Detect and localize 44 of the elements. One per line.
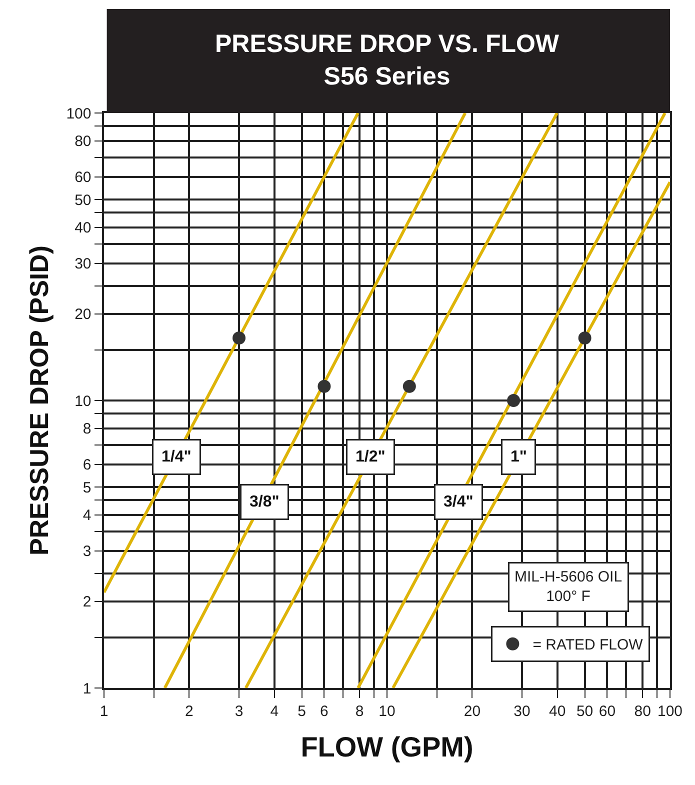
x-tick-label: 1: [100, 702, 108, 720]
x-tick-label: 20: [464, 702, 481, 720]
x-tick-label: 40: [549, 702, 566, 720]
chart-title: PRESSURE DROP VS. FLOW: [215, 30, 560, 58]
y-tick-label: 40: [74, 220, 92, 237]
x-tick-label: 4: [270, 702, 279, 720]
y-axis-title: PRESSURE DROP (PSID): [24, 245, 54, 556]
x-tick-label: 3: [234, 702, 244, 720]
y-tick-label: 80: [74, 133, 92, 150]
annotation: MIL-H-5606 OIL 100° F: [514, 568, 622, 605]
legend-label: = RATED FLOW: [532, 636, 644, 654]
point: [318, 380, 331, 393]
x-axis-title: FLOW (GPM): [300, 731, 474, 762]
y-tick-label: 8: [82, 420, 92, 438]
annotation: 1/4": [162, 448, 192, 466]
y-tick-label: 100: [66, 105, 92, 122]
x-tick-label: 8: [355, 702, 364, 720]
point: [232, 331, 246, 344]
y-tick-label: 2: [82, 594, 92, 611]
x-tick-label: 30: [514, 702, 530, 720]
y-tick-label: 20: [74, 306, 92, 324]
y-tick-label: 5: [82, 479, 92, 496]
y-tick-label: 4: [82, 507, 92, 524]
y-tick-label: 6: [82, 456, 92, 474]
chart-subtitle: S56 Series: [324, 62, 450, 90]
y-tick-label: 60: [74, 169, 92, 186]
point: [578, 331, 592, 344]
x-tick-label: 50: [576, 702, 594, 720]
y-tick-label: 1: [82, 680, 92, 698]
y-tick-label: 3: [82, 543, 92, 560]
annotation: 3/4": [444, 494, 474, 510]
x-tick-label: 60: [598, 702, 616, 720]
x-tick-label: 10: [378, 702, 396, 720]
annotation: 1/2": [356, 448, 386, 466]
y-tick-label: 30: [74, 256, 92, 273]
y-tick-label: 50: [74, 192, 92, 209]
y-tick-label: 10: [74, 392, 92, 410]
x-tick-label: 2: [185, 702, 194, 720]
x-tick-label: 5: [298, 702, 306, 720]
x-tick-label: 6: [320, 702, 328, 720]
annotation: 3/8": [250, 494, 280, 510]
annotation: 1": [510, 448, 527, 466]
x-tick-label: 80: [634, 702, 651, 720]
x-tick-label: 100: [657, 702, 683, 720]
